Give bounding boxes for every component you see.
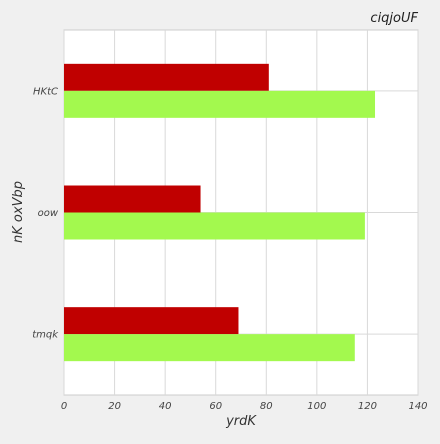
x-tick-label: 0 xyxy=(61,401,67,412)
bar-series-1 xyxy=(64,307,239,335)
bar-series-1 xyxy=(64,185,201,213)
y-axis-label: nK oxVbp xyxy=(11,181,26,243)
y-tick-labels: tmqk oow HKtC xyxy=(32,86,59,340)
y-tick-label: oow xyxy=(38,208,59,219)
bar-series-1 xyxy=(64,63,269,91)
chart-title: ciqjoUF xyxy=(370,11,418,26)
x-tick-label: 100 xyxy=(307,401,326,412)
x-tick-label: 120 xyxy=(358,401,377,412)
x-axis-label: yrdK xyxy=(225,414,257,429)
y-tick-label: HKtC xyxy=(33,86,58,97)
bar-series-2 xyxy=(64,212,365,240)
x-tick-label: 40 xyxy=(159,401,172,412)
y-tick-label: tmqk xyxy=(32,330,59,341)
x-tick-label: 80 xyxy=(260,401,273,412)
bars xyxy=(64,63,376,362)
bar-series-2 xyxy=(64,90,376,118)
bar-series-2 xyxy=(64,334,355,362)
x-tick-label: 60 xyxy=(209,401,222,412)
x-tick-label: 140 xyxy=(408,401,427,412)
x-tick-label: 20 xyxy=(108,401,121,412)
x-tick-labels: 0 20 40 60 80 100 120 140 xyxy=(61,401,428,412)
